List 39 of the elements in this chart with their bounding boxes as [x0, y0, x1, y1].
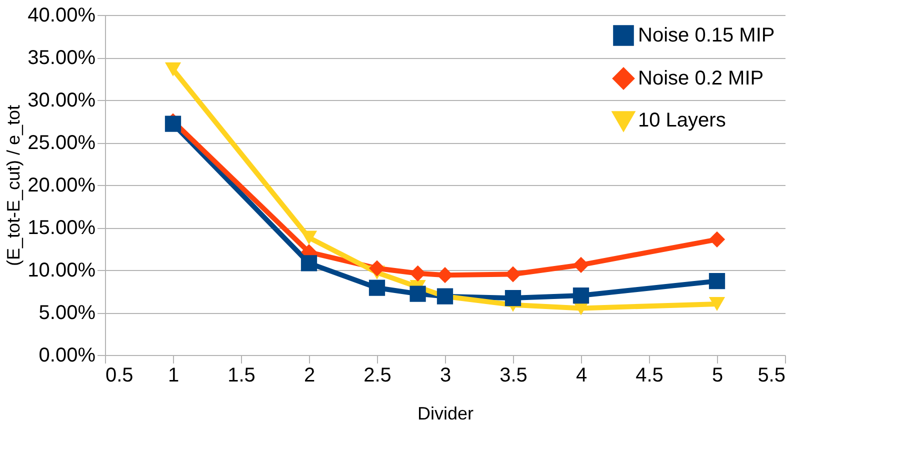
- legend-label: Noise 0.2 MIP: [638, 68, 764, 90]
- point: [708, 272, 726, 290]
- point: [572, 256, 590, 273]
- point: [164, 116, 182, 132]
- x-tick-label: 2: [304, 364, 316, 386]
- point: [708, 297, 726, 311]
- x-tick-label: 0.5: [106, 364, 134, 386]
- x-tick-label: 4.5: [636, 364, 664, 386]
- legend-label: 10 Layers: [638, 110, 726, 132]
- y-tick-label: 5.00%: [38, 302, 96, 324]
- x-tick-label: 1: [168, 364, 180, 386]
- y-tick-label: 0.00%: [38, 344, 96, 366]
- y-tick-label: 35.00%: [28, 47, 96, 69]
- x-tick-label: 5: [712, 364, 724, 386]
- x-tick-label: 3: [440, 364, 452, 386]
- legend-label: Noise 0.15 MIP: [638, 24, 775, 46]
- y-tick-label: 10.00%: [28, 260, 96, 282]
- y-tick-label: 30.00%: [28, 90, 96, 112]
- point: [504, 290, 522, 306]
- point: [410, 286, 426, 302]
- x-tick-label: 5.5: [758, 364, 786, 386]
- x-tick-label: 3.5: [500, 364, 528, 386]
- point: [300, 255, 318, 272]
- y-axis-title: (E_tot-E_cut) / e_tot: [4, 104, 24, 266]
- y-tick-label: 20.00%: [28, 174, 96, 196]
- point: [410, 265, 426, 282]
- y-tick-label: 15.00%: [28, 217, 96, 239]
- x-tick-label: 2.5: [364, 364, 392, 386]
- point: [572, 287, 590, 304]
- x-tick-label: 1.5: [228, 364, 256, 386]
- point: [368, 280, 386, 296]
- point: [708, 231, 726, 248]
- y-tick-label: 25.00%: [28, 132, 96, 154]
- y-tick-label: 40.00%: [28, 4, 96, 26]
- x-tick-label: 4: [576, 364, 588, 386]
- point: [164, 62, 182, 76]
- point: [368, 260, 386, 276]
- point: [300, 230, 318, 245]
- x-axis-title: Divider: [417, 404, 474, 424]
